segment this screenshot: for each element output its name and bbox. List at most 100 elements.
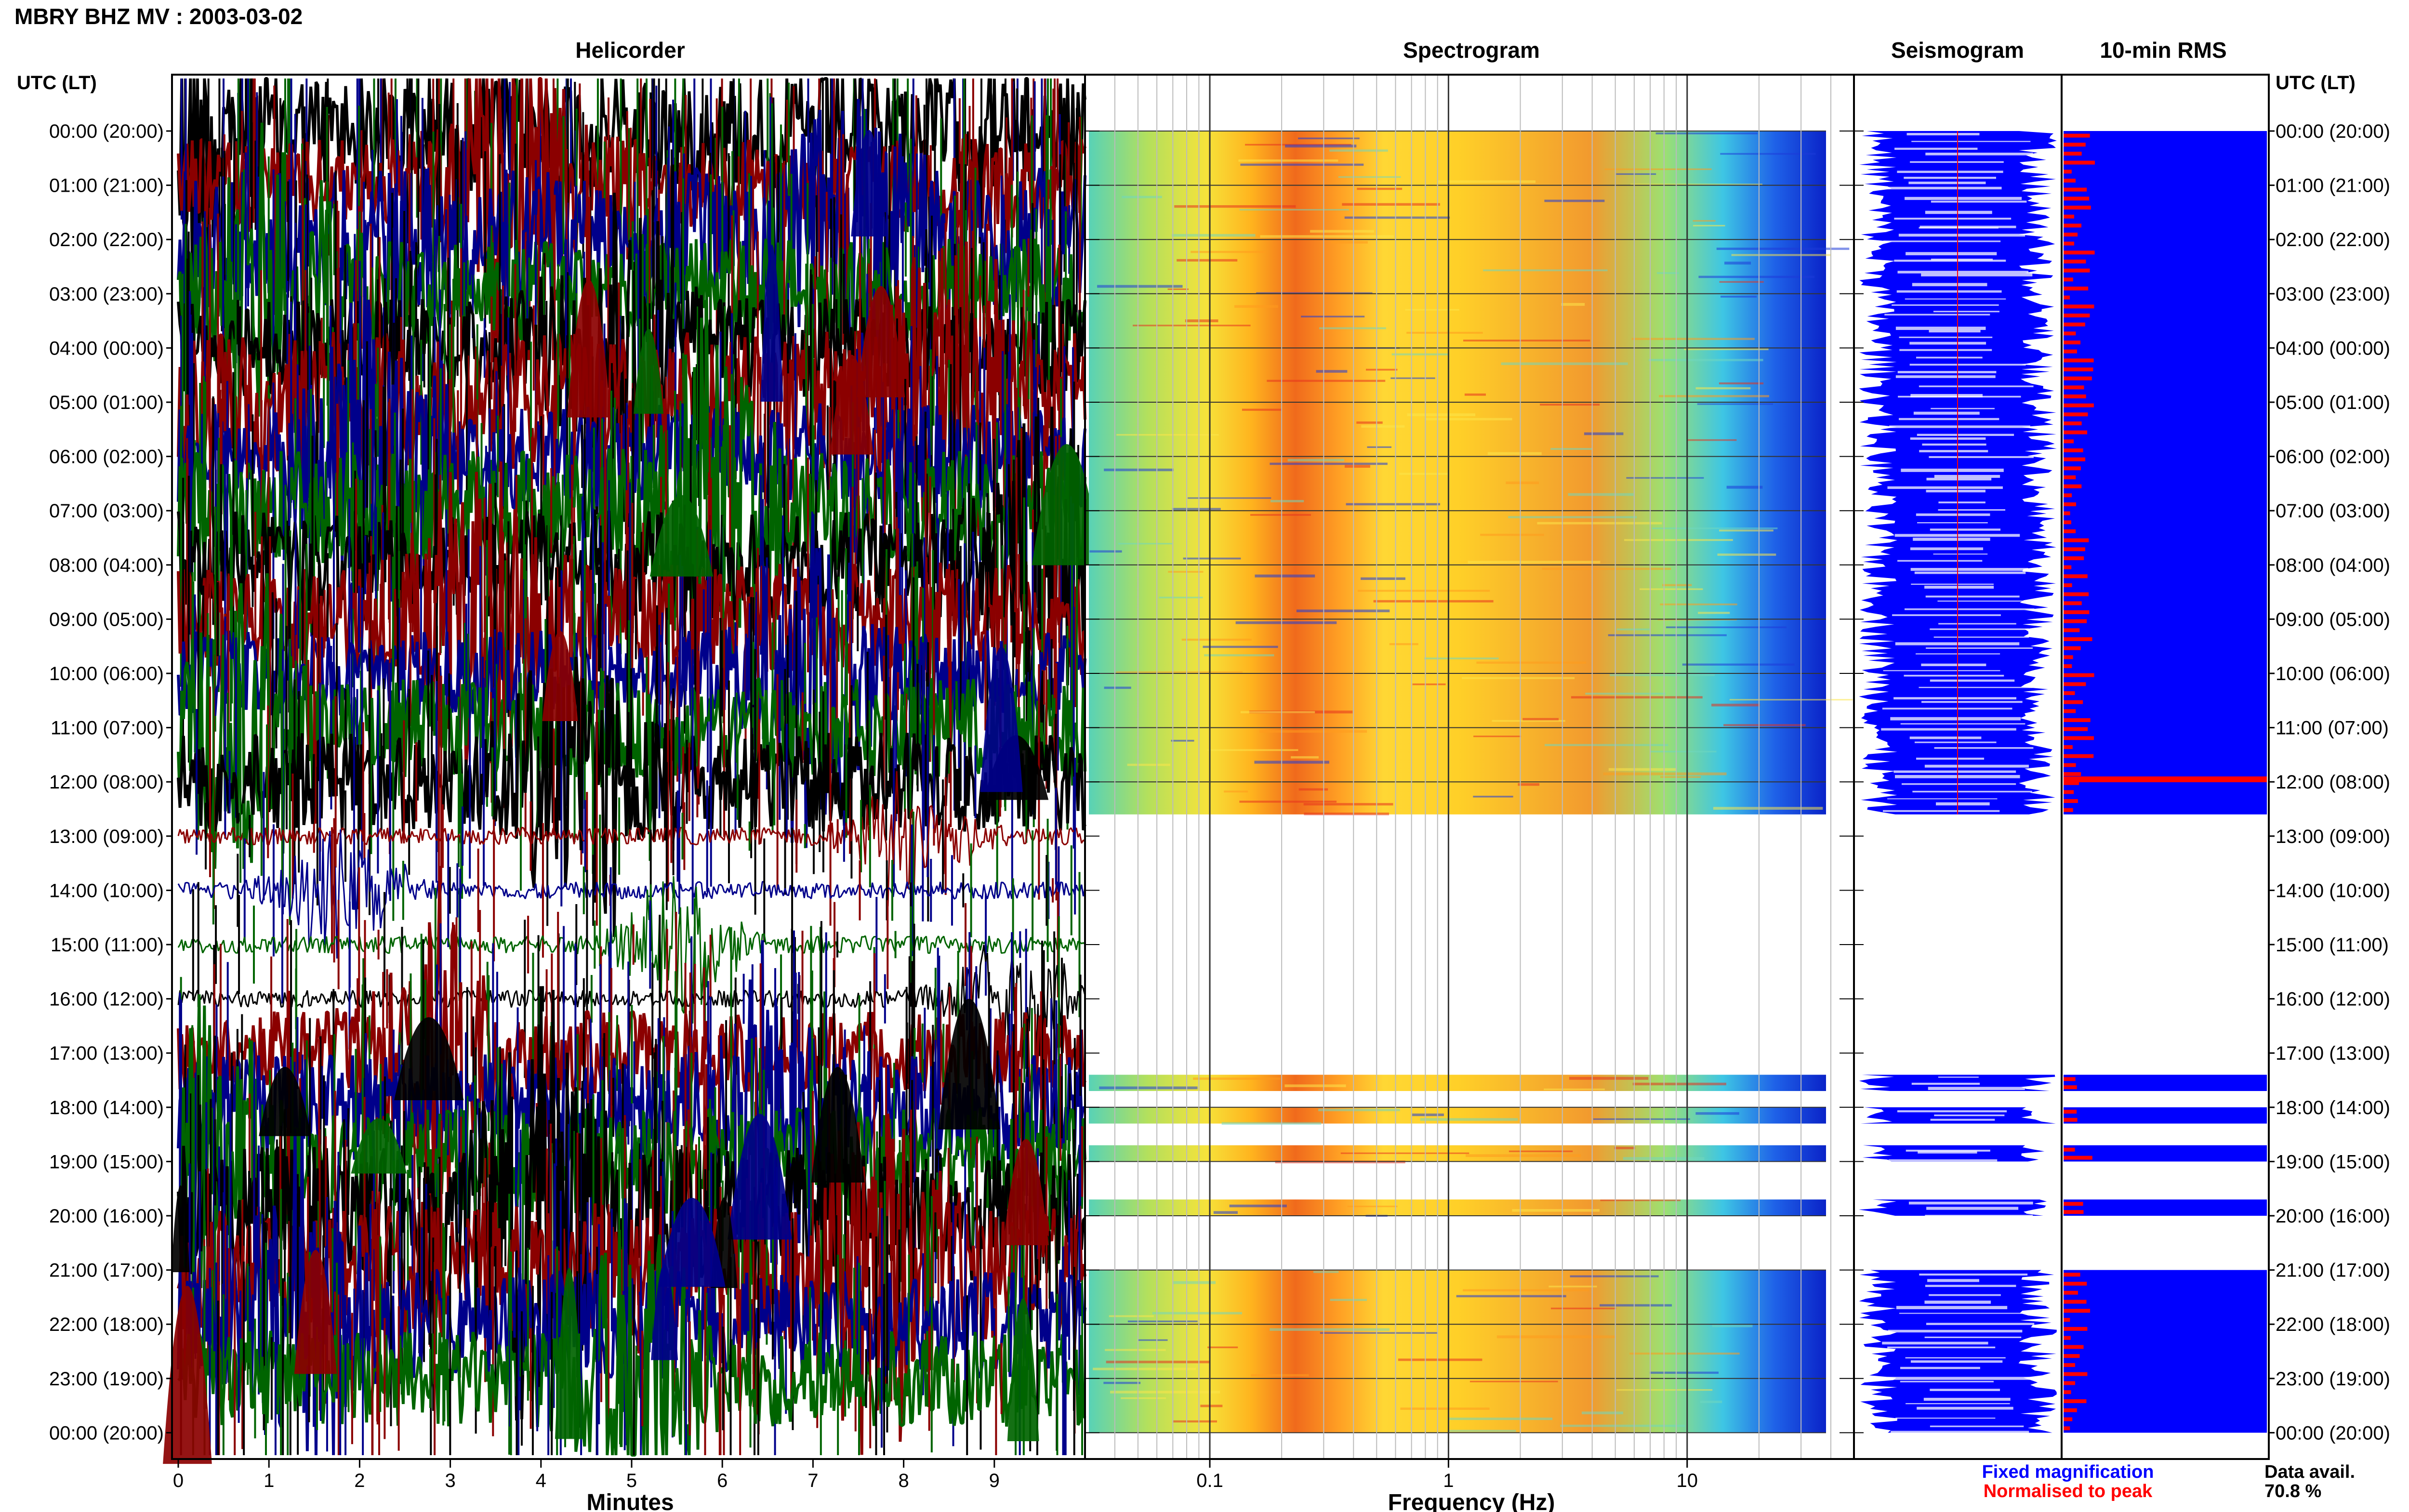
time-label-right: 02:00 (22:00) <box>2276 229 2390 250</box>
seismogram-gap <box>1928 1087 2025 1090</box>
spectrogram-streak <box>1476 661 1587 664</box>
seismogram-gap <box>1884 314 1990 316</box>
spectrogram-streak <box>1138 1339 1168 1341</box>
spectrogram-streak <box>1116 434 1219 436</box>
seismogram-gap <box>1917 522 1988 524</box>
spectrogram-streak <box>1698 612 1730 614</box>
rms-fixed-band <box>2064 131 2267 815</box>
spectrogram-streak <box>1250 514 1311 516</box>
rms-normalised-bar <box>2064 475 2076 479</box>
spectrogram-streak <box>1316 370 1348 373</box>
time-label-left: 03:00 (23:00) <box>49 284 164 305</box>
rms-normalised-bar <box>2064 763 2076 767</box>
seismogram-gap <box>1930 1425 2024 1427</box>
seismogram-gap <box>1919 385 2034 387</box>
spectrogram-streak <box>1693 220 1716 222</box>
spectrogram-streak <box>1659 395 1769 397</box>
seismogram-gap <box>1921 273 2033 276</box>
spectrogram-streak <box>1181 638 1252 641</box>
time-label-right: 03:00 (23:00) <box>2276 284 2390 305</box>
spectrogram-streak <box>1185 319 1218 322</box>
seismogram-gap <box>1896 1306 2008 1309</box>
rms-normalised-bar <box>2064 205 2091 210</box>
seismogram-gap <box>1901 468 2004 472</box>
spectrogram-streak <box>1483 269 1608 272</box>
rms-fixed-band <box>2064 1075 2267 1091</box>
rms-normalised-bar <box>2064 1085 2077 1090</box>
seismogram-gap <box>1911 583 1994 585</box>
spectrogram-streak <box>1235 621 1337 624</box>
spectrogram-streak <box>1318 1108 1400 1111</box>
helicorder-event <box>259 1066 311 1136</box>
rms-normalised-bar <box>2064 1077 2076 1081</box>
time-label-left: 19:00 (15:00) <box>49 1151 164 1172</box>
spectrogram-tick-label: 1 <box>1443 1470 1454 1491</box>
seismogram-gap <box>1897 1110 2007 1113</box>
time-label-right: 23:00 (19:00) <box>2276 1368 2390 1390</box>
rms-normalised-bar <box>2064 1408 2077 1412</box>
spectrogram-streak <box>1365 368 1398 371</box>
rms-normalised-bar <box>2064 1202 2083 1206</box>
spectrogram-x-ticks: 0.1 1 10 <box>1196 1459 1698 1491</box>
seismogram-gap <box>1938 1077 1979 1078</box>
rms-normalised-bar <box>2064 457 2086 461</box>
seismogram-gap <box>1919 450 1988 453</box>
spectrogram-streak <box>1301 316 1365 317</box>
time-label-right: 15:00 (11:00) <box>2276 934 2389 956</box>
seismogram-gap <box>1909 342 1986 345</box>
spectrogram-streak <box>1320 1332 1438 1334</box>
rms-normalised-bar <box>2064 646 2081 650</box>
spectrogram-streak <box>1361 425 1405 428</box>
spectrogram-streak <box>1118 543 1172 545</box>
spectrogram-streak <box>1719 281 1764 283</box>
spectrogram-streak <box>1203 645 1278 648</box>
seismogram-gap <box>1931 258 1993 261</box>
helicorder-event <box>294 1249 337 1374</box>
time-label-left: 23:00 (19:00) <box>49 1368 164 1390</box>
spectrogram-streak <box>1303 803 1393 806</box>
rms-normalised-bar <box>2064 1390 2071 1394</box>
rms-normalised-bar <box>2064 592 2089 596</box>
rms-normalised-bar <box>2064 313 2090 317</box>
spectrogram-streak <box>1344 465 1370 468</box>
time-label-right: 10:00 (06:00) <box>2276 663 2390 684</box>
seismogram-gap <box>1914 741 1997 743</box>
time-label-left: 21:00 (17:00) <box>49 1260 164 1281</box>
spectrogram-streak <box>1172 1420 1217 1423</box>
helicorder-event <box>1032 444 1101 565</box>
seismogram-gap <box>1906 252 1997 255</box>
time-label-left: 07:00 (03:00) <box>49 500 164 522</box>
seismogram-gap <box>1897 371 1997 373</box>
spectrogram-streak <box>1571 696 1703 699</box>
seismogram-gap <box>1891 1431 2029 1434</box>
seismogram-gap <box>1899 349 1992 351</box>
seismogram-gap <box>1906 1403 2010 1405</box>
spectrogram-streak <box>1405 309 1459 311</box>
spectrogram-streak <box>1103 1381 1141 1384</box>
left-axis-title: UTC (LT) <box>17 72 97 93</box>
time-label-right: 06:00 (02:00) <box>2276 447 2390 468</box>
seismogram-gap <box>1933 636 2029 638</box>
seismogram-gap <box>1916 513 1990 516</box>
spectrogram-streak <box>1693 224 1725 227</box>
rms-normalised-bar <box>2064 484 2082 488</box>
spectrogram-streak <box>1342 203 1440 206</box>
spectrogram-streak <box>1389 643 1418 645</box>
rms-normalised-bar <box>2064 349 2077 354</box>
spectrogram-streak <box>1487 452 1542 455</box>
spectrogram-streak <box>1105 1349 1166 1351</box>
spectrogram-streak <box>1616 173 1656 175</box>
spectrogram-streak <box>1255 574 1315 578</box>
spectrogram-streak <box>1159 596 1203 599</box>
spectrogram-streak <box>1660 603 1737 605</box>
spectrogram-streak <box>1695 387 1751 390</box>
seismogram-gap <box>1921 701 2023 703</box>
helicorder-trace <box>177 876 1085 1024</box>
time-label-right: 20:00 (16:00) <box>2276 1206 2390 1227</box>
spectrogram-streak <box>1630 184 1763 186</box>
rms-normalised-bar <box>2064 1363 2075 1367</box>
seismogram-gap <box>1922 443 1986 446</box>
rms-normalised-bar <box>2064 664 2072 669</box>
seismogram-gap <box>1899 336 1993 338</box>
